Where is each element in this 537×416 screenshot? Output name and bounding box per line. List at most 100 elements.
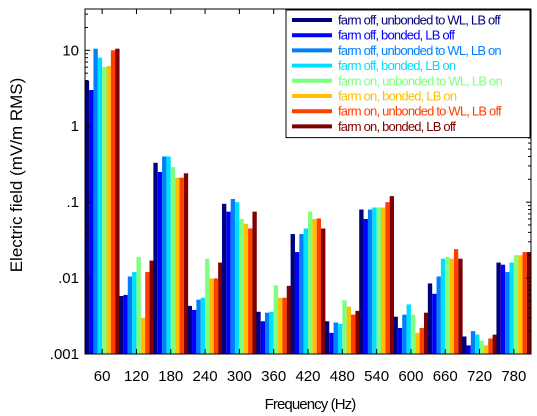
bar <box>389 196 395 354</box>
bar <box>445 256 450 354</box>
legend-label: farm on, unbonded to WL, LB off <box>338 104 502 119</box>
bar <box>132 272 137 354</box>
bar <box>243 223 249 354</box>
y-tick-label: .1 <box>66 194 79 211</box>
x-tick-label: 660 <box>433 368 458 385</box>
bar <box>367 209 373 354</box>
x-tick-label: 240 <box>193 368 218 385</box>
bar <box>522 252 527 354</box>
bar <box>248 228 253 354</box>
y-tick-label: .01 <box>58 270 79 287</box>
x-tick-label: 780 <box>501 368 526 385</box>
bar <box>252 211 257 354</box>
bar <box>123 294 128 354</box>
x-tick-label: 360 <box>261 368 286 385</box>
bar <box>402 314 407 354</box>
bar <box>466 345 471 354</box>
bar <box>509 262 514 354</box>
bar <box>436 276 441 354</box>
bar <box>462 336 467 354</box>
bar <box>221 203 227 354</box>
bar <box>308 211 313 354</box>
bar <box>294 252 300 354</box>
bar <box>140 317 146 354</box>
bar <box>192 309 197 354</box>
bar <box>449 258 454 354</box>
bar <box>423 312 429 354</box>
bar <box>488 338 493 354</box>
x-tick-label: 60 <box>94 368 111 385</box>
bar <box>157 171 163 354</box>
x-tick-label: 720 <box>467 368 492 385</box>
bar <box>89 90 94 354</box>
bar <box>170 167 176 354</box>
x-tick-label: 600 <box>398 368 423 385</box>
bar <box>453 249 459 354</box>
bar <box>84 80 90 355</box>
bar <box>179 177 184 354</box>
bar <box>226 211 231 354</box>
bar <box>230 199 236 354</box>
bar <box>119 296 124 354</box>
bar <box>329 332 334 354</box>
x-tick-label: 420 <box>295 368 320 385</box>
bar <box>102 67 107 355</box>
bar <box>286 285 292 354</box>
bar <box>97 57 103 355</box>
y-tick-label: .001 <box>50 346 79 363</box>
y-tick-label: 10 <box>62 42 79 59</box>
bar <box>518 255 523 354</box>
bar <box>415 332 420 354</box>
bar <box>136 256 141 354</box>
bar <box>496 262 501 354</box>
x-tick-label: 180 <box>158 368 183 385</box>
bar <box>363 219 368 354</box>
bar <box>282 297 287 354</box>
bar <box>470 331 476 354</box>
bar <box>312 219 317 354</box>
bar <box>269 311 274 354</box>
bar <box>93 48 98 354</box>
y-axis: .001 .01 .1 1 10 <box>50 13 531 363</box>
bar <box>218 262 223 354</box>
bar <box>492 334 497 354</box>
bar <box>213 278 219 354</box>
bar <box>440 258 446 354</box>
bar <box>175 177 180 354</box>
bar <box>479 340 484 354</box>
bar <box>346 306 352 354</box>
bar <box>303 228 308 354</box>
bar <box>337 323 343 354</box>
x-tick-label: 120 <box>124 368 149 385</box>
bar <box>209 278 214 354</box>
bar <box>359 209 364 354</box>
x-tick-label: 480 <box>330 368 355 385</box>
bar <box>290 234 295 354</box>
bar <box>393 316 398 354</box>
bar <box>239 219 244 354</box>
bar <box>316 218 322 354</box>
bar <box>376 207 381 354</box>
bar <box>299 234 304 354</box>
bar <box>256 311 261 354</box>
bar <box>355 310 360 354</box>
x-tick-label: 540 <box>364 368 389 385</box>
bar <box>205 258 210 354</box>
legend-label: farm off, bonded, LB on <box>338 58 456 73</box>
bar <box>187 305 193 354</box>
bar <box>278 297 283 354</box>
y-axis-label: Electric field (mV/m RMS) <box>7 78 26 273</box>
bar <box>183 173 189 354</box>
x-axis: 60 120 180 240 300 360 420 480 540 600 660 720 780 <box>94 9 526 385</box>
legend-label: farm on, unbonded to WL, LB on <box>338 73 502 88</box>
bar <box>483 345 489 354</box>
bar <box>110 50 116 355</box>
bar <box>458 258 463 354</box>
legend-label: farm off, bonded, LB off <box>338 28 455 43</box>
bar <box>432 293 437 354</box>
bar <box>513 255 519 354</box>
bar <box>500 264 506 354</box>
bar <box>196 299 201 354</box>
x-axis-label: Frequency (Hz) <box>265 396 357 413</box>
bar <box>260 321 265 354</box>
